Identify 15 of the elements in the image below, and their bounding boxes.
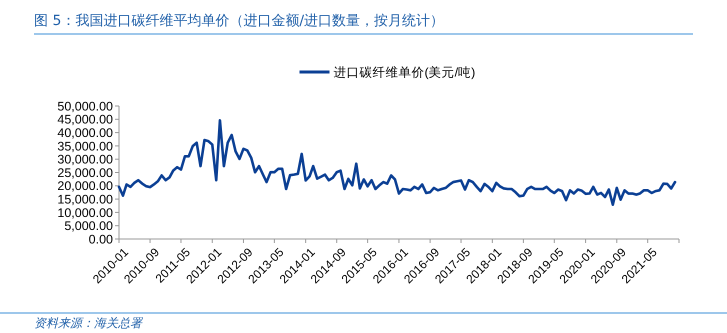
legend-label: 进口碳纤维单价(美元/吨) [334, 64, 476, 80]
y-tick-label: 0.00 [88, 232, 114, 246]
y-tick-label: 40,000.00 [57, 126, 114, 140]
text: 资料来源：海关总署 [34, 316, 144, 330]
y-tick-label: 50,000.00 [57, 99, 114, 114]
y-tick-label: 25,000.00 [57, 166, 114, 180]
y-tick-label: 20,000.00 [57, 179, 114, 194]
y-tick-label: 35,000.00 [57, 139, 114, 154]
y-tick-label: 45,000.00 [57, 112, 114, 127]
line-series [118, 119, 676, 206]
y-tick-label: 30,000.00 [57, 152, 114, 167]
y-tick-label: 5,000.00 [64, 219, 114, 234]
y-tick-label: 15,000.00 [57, 192, 114, 206]
y-tick-label: 10,000.00 [57, 206, 114, 220]
chart-title: 图 5：我国进口碳纤维平均单价（进口金额/进口数量，按月统计） [34, 13, 444, 29]
